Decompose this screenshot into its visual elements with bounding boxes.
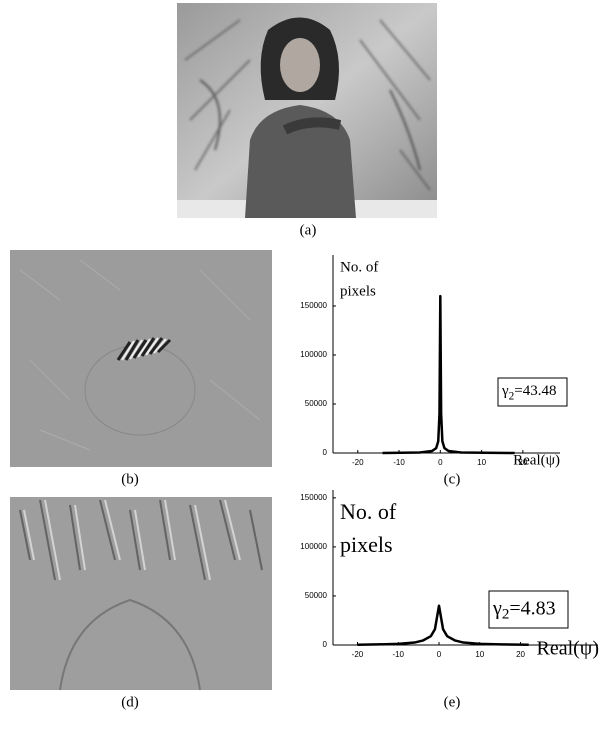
x-tick-label: -10 — [393, 458, 405, 467]
y-axis-label: pixels — [340, 283, 376, 299]
annotation: γ2=4.83 — [492, 597, 556, 623]
y-tick-label: 150000 — [300, 301, 327, 310]
x-tick-label: 0 — [438, 458, 443, 467]
y-axis-label: pixels — [340, 532, 393, 557]
y-tick-label: 150000 — [300, 493, 327, 502]
y-axis-label: No. of — [340, 259, 378, 275]
annotation-text: =4.83 — [509, 597, 555, 619]
caption: (b) — [121, 471, 139, 487]
image-d — [10, 497, 272, 690]
histogram-line — [383, 296, 515, 453]
x-axis-label: Real(ψ) — [537, 638, 599, 660]
y-tick-label: 0 — [323, 448, 328, 457]
y-tick-label: 0 — [323, 640, 328, 649]
annotation-text: =43.48 — [514, 383, 556, 399]
page: {"captions": ["(a)", "(b)", "(c)", "(d)"… — [0, 0, 599, 742]
photo-a — [177, 3, 437, 218]
caption: (d) — [121, 694, 139, 710]
x-tick-label: 0 — [437, 650, 442, 659]
x-axis-label: Real(ψ) — [513, 452, 560, 468]
image-b — [10, 250, 272, 467]
y-tick-label: 100000 — [300, 350, 327, 359]
x-tick-label: -10 — [392, 650, 404, 659]
annotation-symbol: γ — [492, 597, 502, 619]
x-tick-label: 20 — [516, 650, 525, 659]
y-tick-label: 100000 — [300, 542, 327, 551]
caption: (c) — [444, 471, 461, 487]
y-tick-label: 50000 — [305, 399, 328, 408]
annotation-subscript: 2 — [502, 607, 510, 623]
figure: (a) (b) (c) (d) (e) 0 50000 100000 150000 -2… — [0, 0, 599, 742]
x-tick-label: 10 — [477, 458, 486, 467]
x-tick-label: -20 — [352, 458, 364, 467]
x-tick-label: -20 — [352, 650, 364, 659]
caption: (e) — [444, 694, 461, 710]
y-axis-label: No. of — [340, 499, 397, 524]
y-tick-label: 50000 — [305, 591, 328, 600]
caption: (a) — [300, 222, 317, 238]
x-tick-label: 10 — [475, 650, 484, 659]
